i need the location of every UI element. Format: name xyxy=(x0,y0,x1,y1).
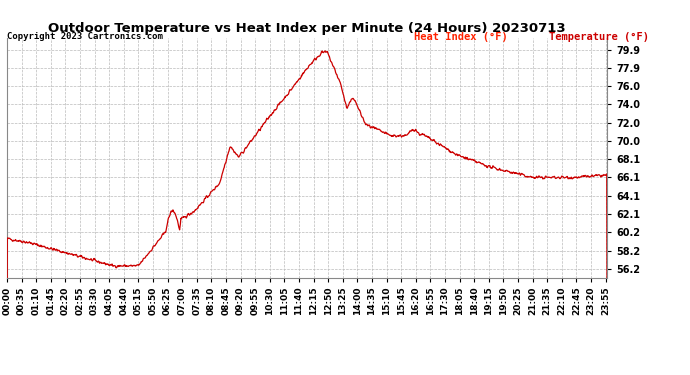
Text: Heat Index (°F): Heat Index (°F) xyxy=(414,32,508,42)
Title: Outdoor Temperature vs Heat Index per Minute (24 Hours) 20230713: Outdoor Temperature vs Heat Index per Mi… xyxy=(48,22,566,35)
Text: Copyright 2023 Cartronics.com: Copyright 2023 Cartronics.com xyxy=(7,32,163,41)
Text: Temperature (°F): Temperature (°F) xyxy=(549,32,649,42)
